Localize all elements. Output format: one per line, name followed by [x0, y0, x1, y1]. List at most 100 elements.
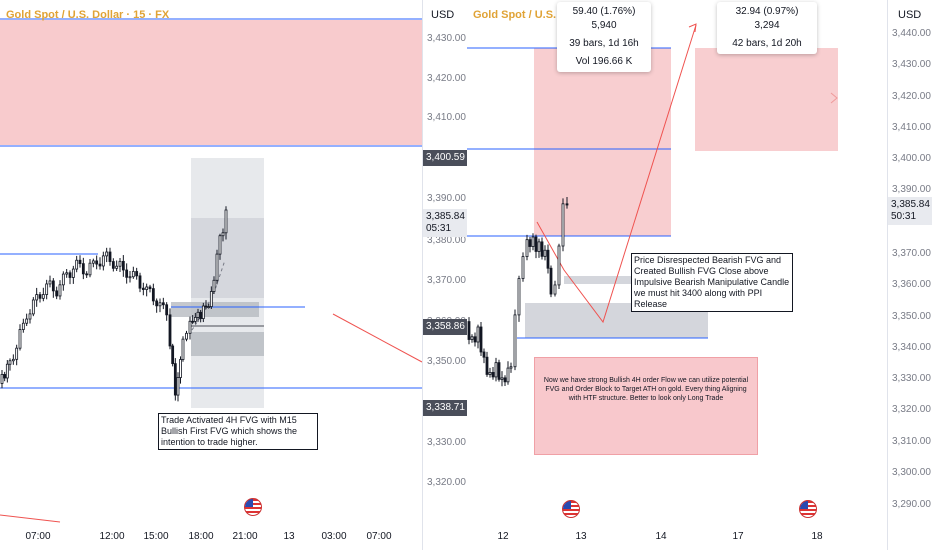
right-candles — [467, 197, 569, 387]
candle-body — [212, 279, 216, 292]
candle-body — [35, 294, 39, 301]
zone-arrow — [830, 92, 838, 104]
candle-body — [181, 338, 185, 360]
us-flag-icon[interactable] — [562, 500, 580, 518]
measure-zone-1 — [534, 48, 671, 236]
left-chart-canvas[interactable] — [0, 0, 422, 550]
x-tick: 18 — [811, 531, 823, 542]
candle-body — [51, 280, 55, 292]
candle-body — [91, 260, 95, 264]
measure-tooltip-1[interactable]: 59.40 (1.76%) 5,940 39 bars, 1d 16h Vol … — [557, 2, 651, 72]
candle-body — [479, 326, 483, 353]
candle-body — [101, 255, 105, 267]
measure-tooltip-2[interactable]: 32.94 (0.97%) 3,294 42 bars, 1d 20h — [717, 2, 817, 54]
current-price: 3,385.84 — [426, 211, 465, 222]
x-tick: 21:00 — [232, 531, 258, 542]
y-tick: 3,410.00 — [427, 112, 466, 123]
candle-body — [61, 273, 65, 286]
candle-body — [8, 360, 12, 365]
candle-body — [108, 251, 112, 262]
right-note-1[interactable]: Price Disrespected Bearish FVG and Creat… — [631, 253, 793, 312]
candle-body — [68, 272, 72, 278]
supply-zone — [0, 20, 422, 145]
dashed-path — [191, 259, 226, 331]
arrow-head — [688, 23, 697, 33]
candle-body — [497, 362, 501, 380]
left-note[interactable]: Trade Activated 4H FVG with M15 Bullish … — [158, 413, 318, 450]
y-tick: 3,290.00 — [892, 499, 931, 510]
y-tick: 3,370.00 — [892, 248, 931, 259]
y-tick: 3,420.00 — [427, 73, 466, 84]
candle-body — [561, 203, 565, 247]
y-tick: 3,390.00 — [892, 184, 931, 195]
candle-body — [41, 294, 45, 299]
candle-body — [525, 239, 529, 258]
candle-body — [215, 253, 219, 281]
left-chart-title: Gold Spot / U.S. Dollar · 15 · FX — [6, 9, 170, 21]
projection-path — [536, 24, 697, 324]
candle-body — [521, 256, 525, 279]
projection-line-2 — [0, 514, 61, 523]
candle-body — [209, 291, 213, 307]
candle-body — [85, 273, 89, 276]
fvg-zone-1 — [171, 302, 259, 317]
us-flag-icon[interactable] — [799, 500, 817, 518]
candle-body — [557, 245, 561, 286]
y-tick: 3,390.00 — [427, 193, 466, 204]
candle-body — [467, 321, 471, 340]
fvg-zone — [564, 276, 632, 284]
candle-body — [173, 363, 177, 396]
candle-body — [546, 249, 550, 269]
candle-body — [221, 232, 225, 237]
currency-label: USD — [431, 9, 455, 21]
candle-body — [165, 304, 169, 316]
candle-body — [111, 261, 115, 269]
candle-body — [98, 263, 102, 267]
x-tick: 12 — [497, 531, 509, 542]
candle-body — [71, 268, 75, 278]
candle-body — [185, 332, 188, 340]
candle-body — [3, 374, 7, 379]
left-price-axis[interactable]: USD 3,430.00 3,420.00 3,410.00 3,390.00 … — [422, 0, 468, 550]
candle-body — [176, 377, 180, 396]
measure-change: 59.40 (1.76%) 5,940 — [572, 6, 636, 31]
candle-body — [15, 347, 19, 360]
candle-body — [485, 356, 489, 375]
candle-body — [148, 286, 152, 289]
candle-body — [470, 336, 474, 340]
candle-body — [500, 377, 504, 380]
candle-body — [204, 305, 208, 308]
candle-body — [476, 326, 480, 343]
candle-body — [540, 241, 544, 257]
target-box — [191, 218, 264, 298]
current-price-label: 3,385.84 05:31 — [423, 209, 468, 237]
candle-body — [55, 290, 59, 297]
candle-body — [78, 259, 82, 265]
candle-body — [179, 359, 182, 378]
right-chart-pane[interactable]: Gold Spot / U.S. Dollar · 1h · FX 59.40 … — [467, 0, 887, 550]
candle-body — [224, 209, 228, 234]
us-flag-icon[interactable] — [244, 498, 262, 516]
candle-body — [105, 251, 109, 257]
candle-body — [128, 276, 132, 279]
candle-body — [145, 286, 149, 290]
candle-body — [188, 320, 192, 334]
candle-body — [45, 283, 49, 295]
y-tick: 3,320.00 — [427, 477, 466, 488]
candle-body — [155, 300, 159, 307]
candle-body — [161, 302, 165, 306]
x-tick: 07:00 — [366, 531, 392, 542]
currency-label: USD — [898, 9, 922, 21]
candle-body — [135, 271, 139, 277]
y-tick: 3,370.00 — [427, 275, 466, 286]
x-tick: 15:00 — [143, 531, 169, 542]
y-tick: 3,350.00 — [427, 356, 466, 367]
left-chart-pane[interactable]: Gold Spot / U.S. Dollar · 15 · FX Trade … — [0, 0, 422, 550]
right-note-2[interactable]: Now we have strong Bullish 4H order Flow… — [534, 357, 758, 455]
y-tick: 3,340.00 — [892, 342, 931, 353]
candle-body — [118, 260, 122, 267]
candle-body — [506, 367, 510, 383]
candle-body — [191, 320, 195, 323]
candle-body — [151, 288, 155, 302]
right-price-axis[interactable]: USD 3,440.00 3,430.00 3,420.00 3,410.00 … — [887, 0, 932, 550]
